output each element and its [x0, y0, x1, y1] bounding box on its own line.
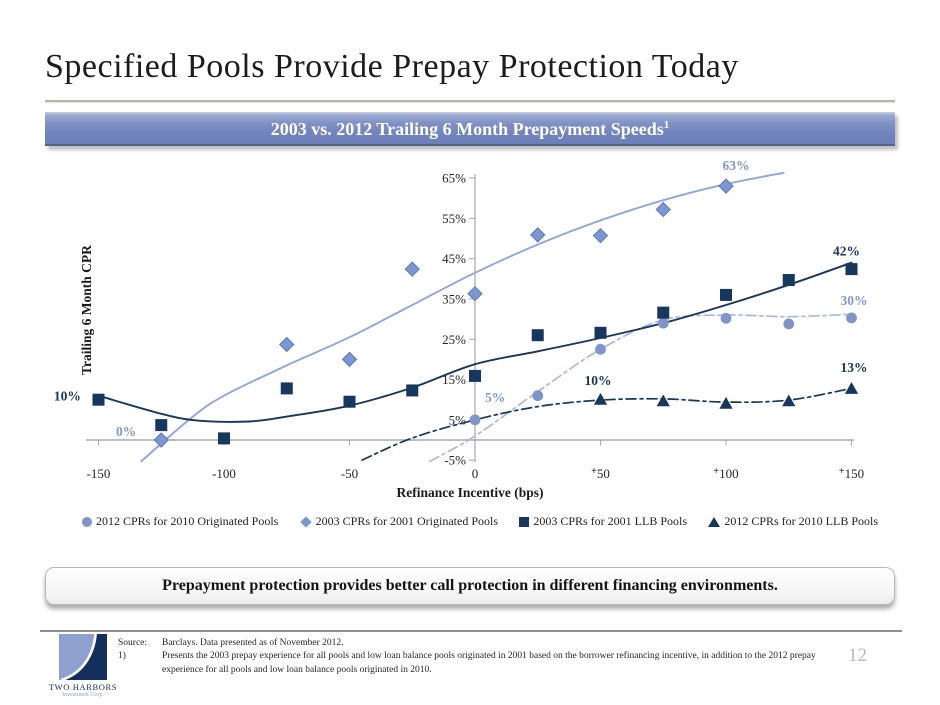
point-cpr2003-originated: [655, 201, 671, 218]
page-title: Specified Pools Provide Prepay Protectio…: [45, 48, 739, 85]
data-label: 0%: [116, 424, 136, 439]
chart-legend: 2012 CPRs for 2010 Originated Pools 2003 …: [82, 514, 878, 529]
trendline-cpr2012-originated: [428, 313, 853, 463]
prepayment-speeds-chart: -150 -100 -50 0 +50 +100 +150 65% 55% 45% 35% 25% 15…: [54, 158, 868, 500]
y-tick-label: 5%: [449, 412, 467, 427]
footer-divider: [40, 630, 902, 632]
point-cpr2003-originated: [153, 432, 169, 448]
two-harbors-logo-icon: [59, 634, 107, 680]
footnotes: Source: Barclays. Data presented as of N…: [118, 637, 818, 677]
legend-item-cpr2012-originated: 2012 CPRs for 2010 Originated Pools: [82, 514, 278, 529]
x-tick-label: -100: [212, 466, 236, 481]
point-cpr2003-originated: [592, 227, 609, 244]
point-cpr2012-originated: [532, 390, 544, 402]
point-cpr2003-llb: [218, 432, 230, 445]
legend-label: 2003 CPRs for 2001 LLB Pools: [533, 514, 687, 528]
logo-title: TWO HARBORS: [48, 682, 118, 692]
point-cpr2003-llb: [531, 329, 544, 342]
diamond-marker-icon: [299, 515, 312, 528]
point-cpr2003-originated: [341, 351, 358, 368]
trendline-cpr2003-llb: [97, 261, 853, 423]
point-cpr2003-originated: [467, 286, 483, 302]
point-cpr2003-originated: [279, 336, 295, 353]
trendline-cpr2012-llb: [361, 387, 853, 461]
x-tick-label: +150: [839, 466, 864, 481]
point-cpr2003-llb: [406, 384, 419, 397]
point-cpr2012-llb: [719, 396, 733, 409]
two-harbors-logo: TWO HARBORS Investment Corp.: [48, 634, 118, 698]
point-cpr2003-llb: [92, 393, 105, 406]
square-marker-icon: [519, 516, 530, 527]
point-cpr2012-originated: [846, 312, 857, 324]
chart-title-banner: 2003 vs. 2012 Trailing 6 Month Prepaymen…: [45, 112, 895, 146]
point-cpr2012-originated: [657, 317, 669, 329]
source-text: Barclays. Data presented as of November …: [162, 638, 344, 648]
y-tick-label: -5%: [444, 453, 466, 468]
note-text: Presents the 2003 prepay experience for …: [162, 651, 816, 675]
point-cpr2012-originated: [469, 414, 481, 426]
point-cpr2003-originated: [404, 261, 420, 277]
data-label: 30%: [841, 293, 868, 308]
point-cpr2003-llb: [155, 419, 168, 432]
point-cpr2003-originated: [530, 227, 546, 243]
legend-item-cpr2012-llb: 2012 CPRs for 2010 LLB Pools: [708, 514, 878, 529]
x-tick-label: +50: [591, 466, 610, 481]
y-tick-label: 25%: [442, 332, 466, 347]
point-cpr2003-originated: [718, 178, 734, 194]
point-cpr2003-llb: [280, 382, 293, 395]
takeaway-banner: Prepayment protection provides better ca…: [45, 567, 895, 605]
takeaway-text: Prepayment protection provides better ca…: [162, 577, 778, 594]
legend-label: 2012 CPRs for 2010 LLB Pools: [724, 514, 878, 528]
point-cpr2003-llb: [343, 395, 356, 408]
legend-label: 2003 CPRs for 2001 Originated Pools: [315, 514, 498, 528]
point-cpr2003-llb: [845, 263, 858, 276]
page-number: 12: [848, 645, 867, 666]
circle-marker-icon: [82, 516, 92, 527]
data-label: 42%: [833, 243, 860, 258]
data-label: 13%: [841, 360, 868, 375]
y-axis-title: Trailing 6 Month CPR: [79, 245, 94, 375]
point-cpr2012-llb: [593, 392, 608, 405]
triangle-marker-icon: [708, 516, 721, 527]
data-label: 10%: [54, 389, 81, 404]
note-row: 1) Presents the 2003 prepay experience f…: [118, 650, 818, 677]
point-cpr2003-llb: [469, 369, 481, 382]
legend-label: 2012 CPRs for 2010 Originated Pools: [96, 514, 279, 528]
chart-title-footnote-marker: 1: [663, 119, 670, 131]
logo-subtitle: Investment Corp.: [62, 692, 104, 698]
data-label: 5%: [485, 390, 505, 405]
x-axis-title: Refinance Incentive (bps): [397, 485, 544, 500]
source-label: Source:: [118, 638, 148, 648]
chart-title: 2003 vs. 2012 Trailing 6 Month Prepaymen…: [270, 119, 664, 139]
x-tick-label: -150: [87, 466, 111, 481]
y-tick-label: 35%: [442, 291, 466, 306]
x-tick-label: +100: [713, 466, 738, 481]
point-cpr2012-llb: [656, 394, 670, 407]
title-rule: [45, 100, 895, 103]
point-cpr2012-originated: [783, 318, 795, 330]
point-cpr2012-llb: [844, 382, 859, 394]
legend-item-cpr2003-originated: 2003 CPRs for 2001 Originated Pools: [299, 514, 498, 529]
point-cpr2012-originated: [595, 343, 606, 355]
point-cpr2003-llb: [782, 274, 795, 287]
y-tick-label: 55%: [442, 211, 466, 226]
point-cpr2003-llb: [720, 288, 732, 301]
legend-item-cpr2003-llb: 2003 CPRs for 2001 LLB Pools: [519, 514, 687, 529]
y-tick-label: 15%: [442, 372, 466, 387]
point-cpr2003-llb: [657, 306, 670, 319]
note-label: 1): [118, 651, 126, 662]
point-cpr2003-llb: [594, 326, 607, 339]
y-tick-label: 45%: [442, 251, 466, 266]
data-label: 63%: [723, 158, 750, 173]
trendline-cpr2003-originated: [140, 171, 785, 463]
source-row: Source: Barclays. Data presented as of N…: [118, 637, 818, 650]
point-cpr2012-llb: [782, 394, 796, 407]
y-tick-label: 65%: [442, 171, 466, 186]
x-tick-label: 0: [472, 466, 479, 481]
data-label: 10%: [584, 373, 611, 388]
point-cpr2012-originated: [720, 312, 732, 324]
x-tick-label: -50: [341, 466, 358, 481]
